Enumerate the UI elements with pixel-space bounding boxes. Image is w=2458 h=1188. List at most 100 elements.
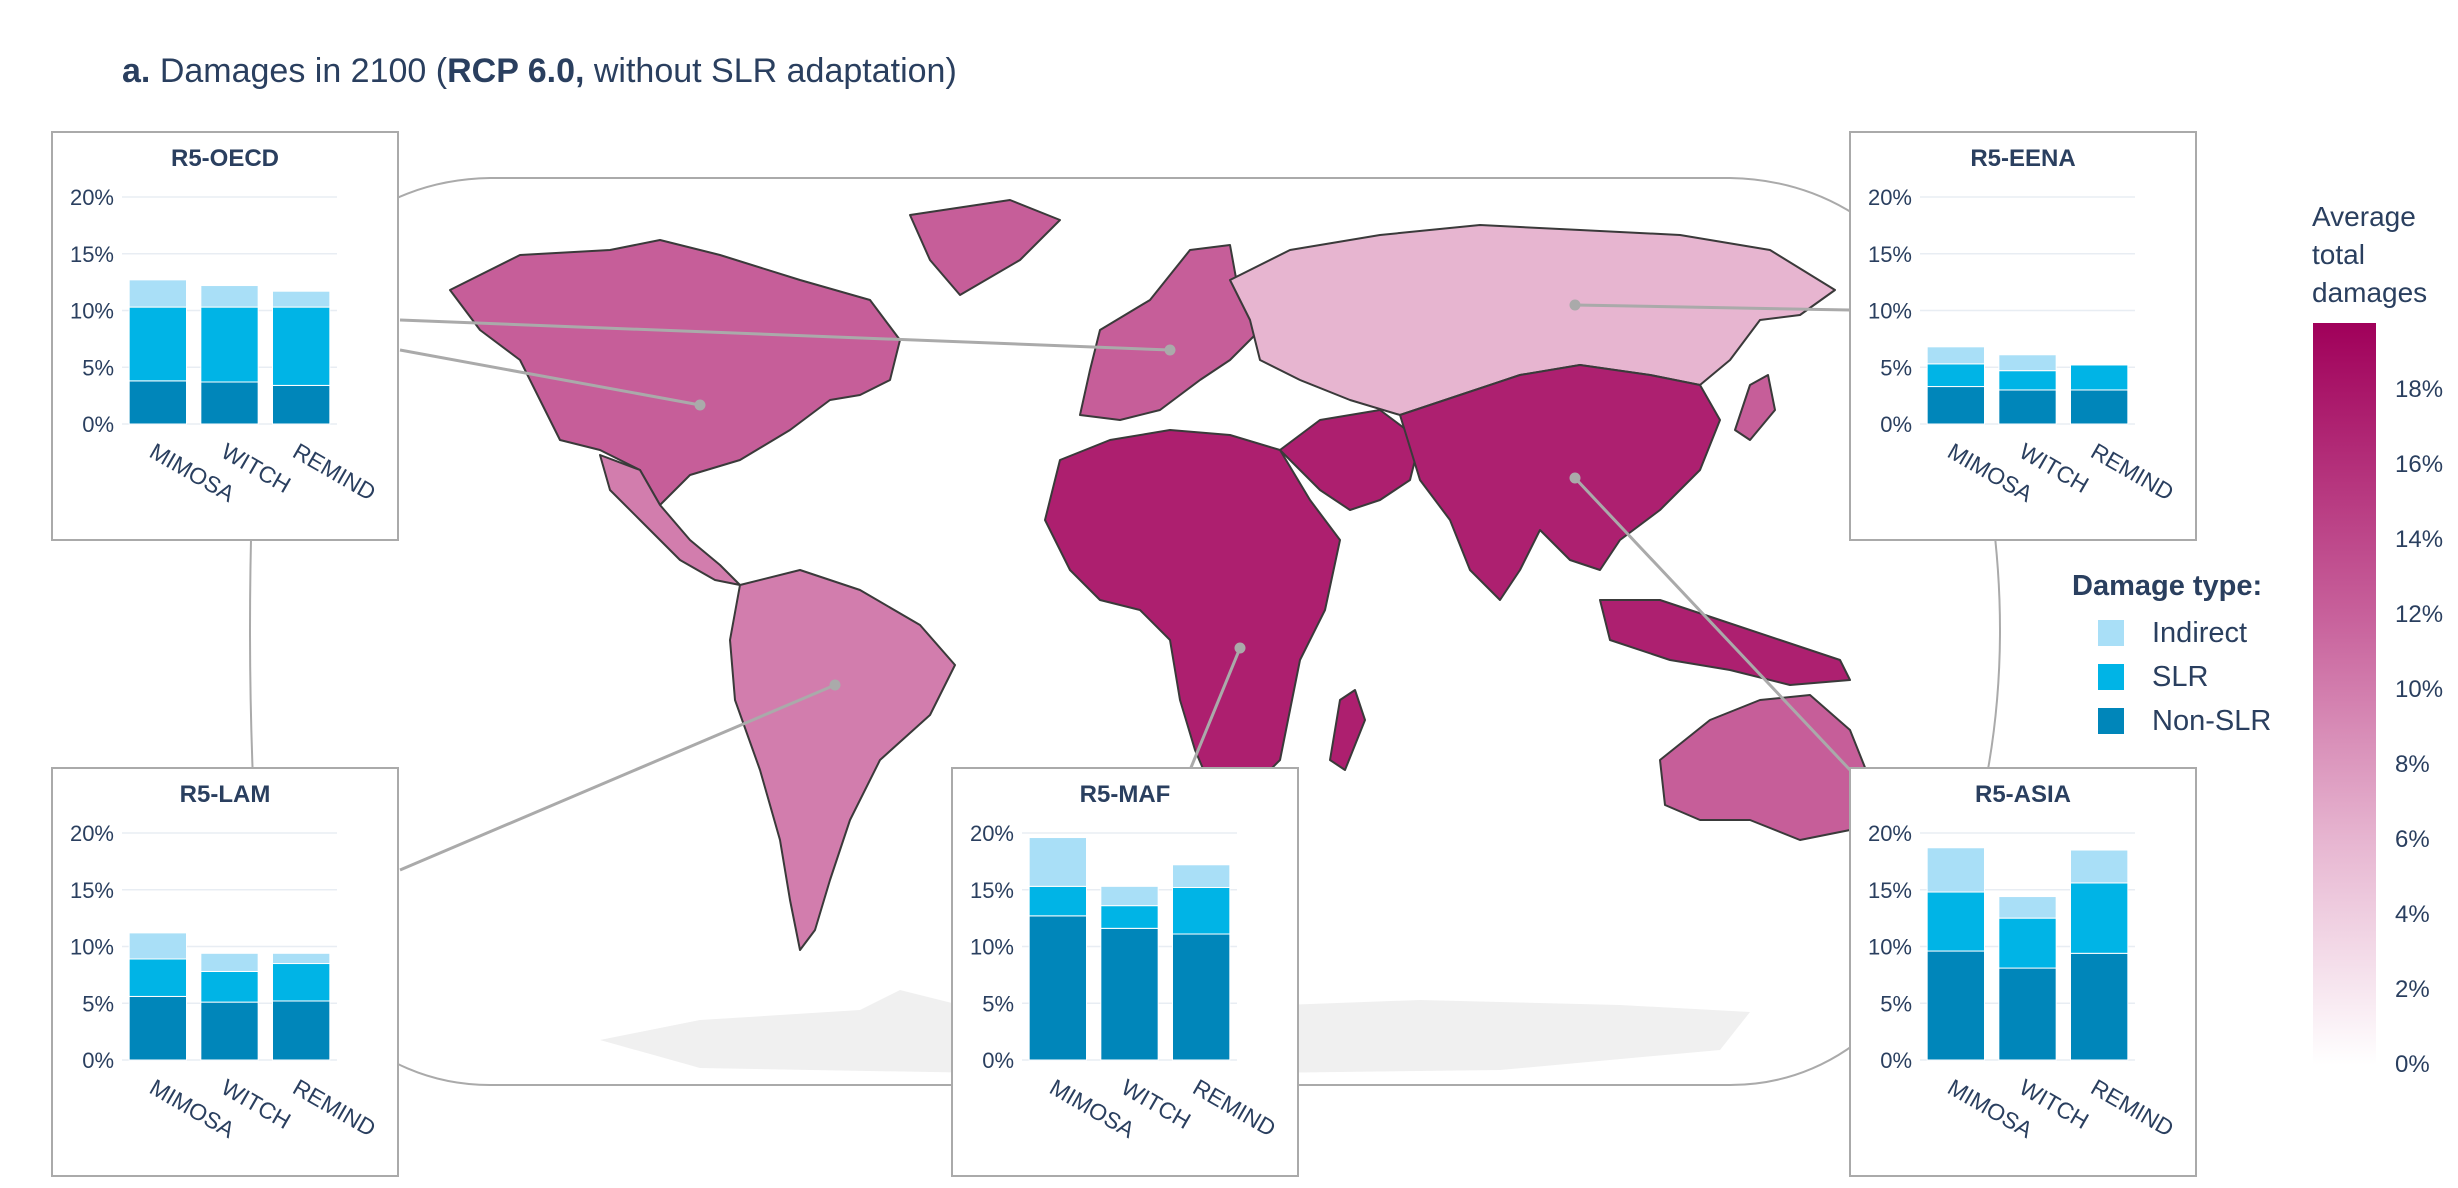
y-tick-label: 0% [1880, 1048, 1912, 1073]
connector-dot [1164, 344, 1176, 356]
bar-slr-mimosa[interactable] [128, 306, 188, 382]
y-tick-label: 5% [1880, 355, 1912, 380]
colorbar-title-line: damages [2312, 277, 2428, 308]
legend-item-indirect[interactable]: Indirect [2098, 611, 2271, 655]
region-asia [1399, 364, 1721, 601]
inset-title: R5-EENA [1970, 145, 2075, 172]
connector-line [399, 348, 701, 407]
legend-swatch-indirect [2098, 620, 2124, 646]
title-post: without SLR adaptation) [584, 52, 957, 90]
bar-non-slr-witch[interactable] [1100, 927, 1159, 1061]
y-tick-label: 0% [982, 1048, 1014, 1073]
region-south-america [729, 569, 956, 951]
y-tick-label: 5% [82, 991, 114, 1016]
inset-title: R5-OECD [171, 145, 279, 172]
colorbar-tick-label: 12% [2395, 601, 2444, 629]
bar-slr-mimosa[interactable] [1028, 885, 1087, 917]
bar-non-slr-witch[interactable] [1998, 389, 2057, 425]
connector-line [399, 318, 1171, 352]
region-north-america [449, 239, 901, 506]
bar-indirect-mimosa[interactable] [1926, 847, 1985, 893]
y-tick-label: 15% [1868, 242, 1912, 267]
connector-dot [1234, 642, 1246, 654]
colorbar-title: Average total damages [2312, 198, 2427, 312]
bar-non-slr-remind[interactable] [272, 384, 331, 425]
bar-non-slr-mimosa[interactable] [128, 380, 188, 425]
connector-line [399, 683, 836, 872]
bar-indirect-remind[interactable] [1172, 864, 1231, 888]
y-tick-label: 0% [82, 1048, 114, 1073]
bar-non-slr-mimosa[interactable] [128, 995, 188, 1061]
bar-slr-mimosa[interactable] [1926, 363, 1985, 388]
y-tick-label: 20% [1868, 185, 1912, 210]
bar-slr-remind[interactable] [1172, 886, 1231, 935]
colorbar-title-line: total [2312, 239, 2365, 270]
colorbar-tick-label: 2% [2395, 976, 2430, 1004]
region-southeast-islands [1599, 599, 1851, 686]
bar-non-slr-remind[interactable] [2070, 952, 2129, 1061]
bar-indirect-mimosa[interactable] [1926, 346, 1985, 365]
bar-indirect-witch[interactable] [200, 952, 259, 972]
bar-non-slr-witch[interactable] [1998, 967, 2057, 1061]
bar-slr-remind[interactable] [2070, 364, 2129, 391]
bar-indirect-remind[interactable] [272, 290, 331, 308]
bar-slr-witch[interactable] [200, 306, 259, 383]
bar-slr-remind[interactable] [2070, 882, 2129, 954]
bar-slr-witch[interactable] [1998, 917, 2057, 969]
bar-indirect-mimosa[interactable] [128, 932, 188, 960]
y-tick-label: 10% [70, 299, 114, 324]
y-tick-label: 15% [70, 242, 114, 267]
bar-slr-mimosa[interactable] [1926, 891, 1985, 952]
bar-indirect-remind[interactable] [2070, 849, 2129, 884]
bar-indirect-witch[interactable] [1998, 354, 2057, 372]
bar-non-slr-remind[interactable] [2070, 389, 2129, 425]
colorbar-tick-label: 4% [2395, 901, 2430, 929]
legend-label: Non-SLR [2152, 704, 2272, 737]
legend-swatch-non-slr [2098, 708, 2124, 734]
y-tick-label: 5% [1880, 991, 1912, 1016]
y-tick-label: 5% [82, 355, 114, 380]
legend-item-slr[interactable]: SLR [2098, 655, 2271, 699]
bar-indirect-remind[interactable] [272, 952, 331, 965]
colorbar-title-line: Average [2312, 201, 2416, 232]
y-tick-label: 5% [982, 991, 1014, 1016]
bar-non-slr-mimosa[interactable] [1926, 386, 1985, 425]
legend-label: Indirect [2152, 616, 2248, 649]
colorbar-tick-label: 16% [2395, 451, 2444, 479]
bar-non-slr-remind[interactable] [1172, 933, 1231, 1061]
bar-non-slr-mimosa[interactable] [1926, 950, 1985, 1061]
bar-slr-witch[interactable] [1100, 905, 1159, 929]
colorbar-tick-label: 8% [2395, 751, 2430, 779]
bar-indirect-witch[interactable] [1998, 896, 2057, 919]
bar-slr-remind[interactable] [272, 963, 331, 1002]
bar-non-slr-mimosa[interactable] [1028, 915, 1087, 1061]
bar-slr-witch[interactable] [1998, 370, 2057, 391]
y-tick-label: 20% [970, 821, 1014, 846]
bar-indirect-mimosa[interactable] [1028, 837, 1087, 887]
region-japan [1734, 374, 1776, 441]
bar-indirect-witch[interactable] [200, 285, 259, 308]
region-middle-east [1279, 409, 1421, 511]
y-tick-label: 20% [1868, 821, 1912, 846]
y-tick-label: 0% [1880, 412, 1912, 437]
bar-slr-mimosa[interactable] [128, 958, 188, 997]
y-tick-label: 20% [70, 185, 114, 210]
connector-dot [1569, 299, 1581, 311]
bar-slr-remind[interactable] [272, 306, 331, 386]
damage-type-legend: Damage type: Indirect SLR Non-SLR [2072, 570, 2271, 743]
bar-non-slr-remind[interactable] [272, 1000, 331, 1061]
bar-indirect-witch[interactable] [1100, 885, 1159, 907]
y-tick-label: 15% [970, 878, 1014, 903]
bar-non-slr-witch[interactable] [200, 1001, 259, 1061]
region-russia [1229, 224, 1836, 416]
bar-slr-witch[interactable] [200, 970, 259, 1003]
bar-indirect-mimosa[interactable] [128, 279, 188, 308]
connector-dot [694, 399, 706, 411]
connector-dot [829, 679, 841, 691]
bar-non-slr-witch[interactable] [200, 381, 259, 425]
figure-title: a. Damages in 2100 (RCP 6.0, without SLR… [122, 52, 957, 91]
legend-item-non-slr[interactable]: Non-SLR [2098, 699, 2271, 743]
